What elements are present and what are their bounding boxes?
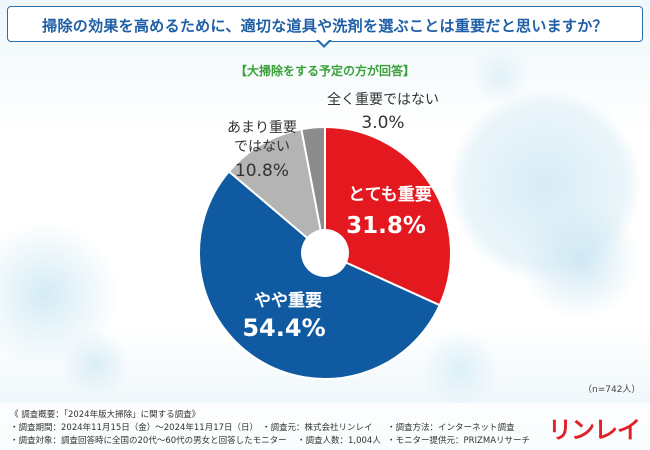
brand-logo: リンレイ	[548, 416, 641, 444]
footer-method: ・調査方法：インターネット調査	[387, 423, 515, 433]
slice-label-s0-value: 31.8%	[346, 213, 426, 239]
slice-label-s2-name-line2: ではない	[234, 139, 290, 155]
bubble-decoration	[520, 200, 640, 320]
footer-target: ・調査対象：調査回答時に全国の20代～60代の男女と回答したモニター	[10, 436, 287, 446]
pie-slice-3	[300, 125, 326, 254]
slice-label-s2-name-line1: あまり重要	[227, 120, 297, 136]
slice-label-s2-value: 10.8%	[235, 161, 289, 181]
slice-label-s1-name: やや重要	[254, 290, 322, 311]
sample-size-note: （n=742人）	[583, 385, 641, 395]
footer-overview: 《 調査概要：「2024年版大掃除」に関する調査》	[10, 410, 201, 420]
donut-hole	[301, 229, 349, 277]
slice-label-s3-value: 3.0%	[361, 113, 404, 133]
survey-footer: 《 調査概要：「2024年版大掃除」に関する調査》 ・調査期間：2024年11月…	[0, 403, 650, 450]
pie-slice-2	[227, 128, 327, 256]
pie-slice-0	[324, 125, 452, 307]
banner-pointer-inner	[318, 39, 330, 45]
bubble-decoration	[470, 45, 530, 105]
footer-source: ・調査元：株式会社リンレイ	[262, 423, 373, 433]
chart-subtitle: 【大掃除をする予定の方が回答】	[234, 64, 415, 78]
bubble-decoration	[60, 330, 130, 400]
bubble-decoration	[420, 330, 500, 410]
slice-label-s1-value: 54.4%	[242, 314, 325, 342]
labels-group: とても重要 31.8% やや重要 54.4% あまり重要 ではない 10.8% …	[227, 91, 439, 342]
footer-count: ・調査人数：1,004人	[297, 436, 381, 446]
slice-label-s0-name: とても重要	[348, 184, 432, 205]
footer-provider: ・モニター提供元：PRIZMAリサーチ	[387, 436, 531, 446]
slice-label-s3-name: 全く重要ではない	[327, 91, 439, 108]
footer-period: ・調査期間：2024年11月15日（金）～2024年11月17日（日）	[10, 423, 259, 433]
chart-title: 掃除の効果を高めるために、適切な道具や洗剤を選ぶことは重要だと思いますか？	[42, 17, 608, 35]
